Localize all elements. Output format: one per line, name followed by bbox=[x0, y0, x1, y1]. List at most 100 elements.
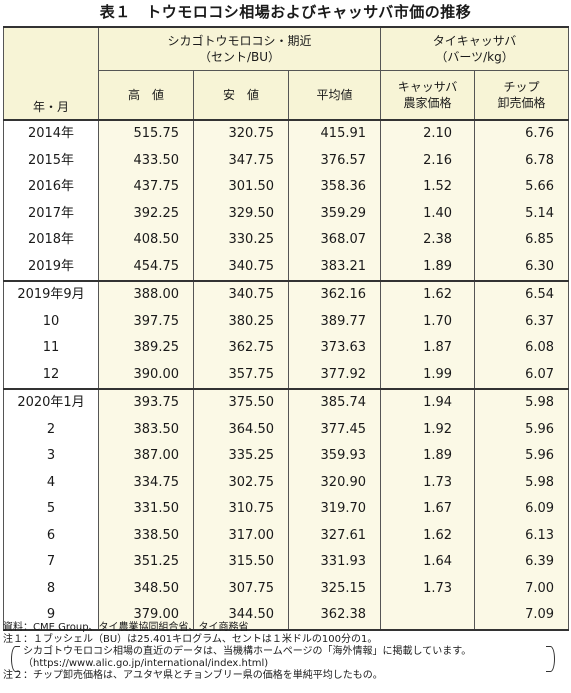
avg-cell: 368.07 bbox=[287, 227, 382, 254]
col-farm-price-header: キャッサバ 農家価格 bbox=[380, 70, 476, 121]
row-label-cell: 5 bbox=[3, 496, 99, 523]
high-cell: 379.00 bbox=[98, 602, 194, 631]
chip-price-cell: 6.54 bbox=[474, 280, 570, 309]
high-cell: 433.50 bbox=[98, 147, 194, 174]
avg-cell: 373.63 bbox=[287, 335, 382, 362]
chip-price-cell: 6.30 bbox=[474, 253, 570, 281]
low-cell: 330.25 bbox=[193, 227, 289, 254]
note-1-paren-line1: シカゴトウモロコシ相場の直近のデータは、当機構ホームページの「海外情報」に掲載し… bbox=[23, 646, 472, 657]
table-row: 2 383.50 364.50 377.45 1.92 5.96 bbox=[3, 416, 570, 443]
high-cell: 334.75 bbox=[98, 469, 194, 496]
high-cell: 383.50 bbox=[98, 416, 194, 443]
row-label-cell: 4 bbox=[3, 469, 99, 496]
farm-price-cell: 1.62 bbox=[380, 280, 476, 309]
high-cell: 390.00 bbox=[98, 361, 194, 389]
note-1-paren-line2: （https://www.alic.go.jp/international/in… bbox=[23, 658, 269, 669]
avg-cell: 362.16 bbox=[287, 280, 382, 309]
high-cell: 454.75 bbox=[98, 253, 194, 281]
chip-price-cell: 6.39 bbox=[474, 549, 570, 576]
table-row: 6 338.50 317.00 327.61 1.62 6.13 bbox=[3, 522, 570, 549]
high-cell: 515.75 bbox=[98, 120, 194, 148]
row-label-cell: 10 bbox=[3, 308, 99, 335]
table-row: 5 331.50 310.75 319.70 1.67 6.09 bbox=[3, 496, 570, 523]
table-row: 2015年 433.50 347.75 376.57 2.16 6.78 bbox=[3, 147, 570, 174]
avg-cell: 377.92 bbox=[287, 361, 382, 389]
high-cell: 392.25 bbox=[98, 200, 194, 227]
avg-cell: 383.21 bbox=[287, 253, 382, 281]
avg-cell: 359.29 bbox=[287, 200, 382, 227]
chip-price-cell: 5.66 bbox=[474, 174, 570, 201]
row-label-cell: 2019年9月 bbox=[3, 280, 99, 309]
avg-cell: 376.57 bbox=[287, 147, 382, 174]
farm-price-cell: 1.62 bbox=[380, 522, 476, 549]
chip-price-cell: 6.08 bbox=[474, 335, 570, 362]
row-label-cell: 12 bbox=[3, 361, 99, 389]
table-row: 2020年1月 393.75 375.50 385.74 1.94 5.98 bbox=[3, 388, 570, 417]
low-cell: 347.75 bbox=[193, 147, 289, 174]
chip-price-cell: 6.85 bbox=[474, 227, 570, 254]
farm-price-cell: 1.64 bbox=[380, 549, 476, 576]
price-table: 年・月 シカゴトウモロコシ・期近 （セント/BU） タイキャッサバ （バーツ/k… bbox=[3, 26, 570, 631]
row-label-cell: 2015年 bbox=[3, 147, 99, 174]
low-cell: 329.50 bbox=[193, 200, 289, 227]
farm-price-cell: 1.87 bbox=[380, 335, 476, 362]
avg-cell: 319.70 bbox=[287, 496, 382, 523]
chip-price-cell: 7.09 bbox=[474, 602, 570, 631]
farm-price-cell: 1.40 bbox=[380, 200, 476, 227]
low-cell: 301.50 bbox=[193, 174, 289, 201]
row-label-cell: 2018年 bbox=[3, 227, 99, 254]
farm-price-cell: 1.73 bbox=[380, 575, 476, 602]
low-cell: 302.75 bbox=[193, 469, 289, 496]
col-high-header: 高 値 bbox=[98, 70, 194, 121]
high-cell: 331.50 bbox=[98, 496, 194, 523]
farm-price-cell: 1.99 bbox=[380, 361, 476, 389]
low-cell: 357.75 bbox=[193, 361, 289, 389]
chip-price-cell: 6.13 bbox=[474, 522, 570, 549]
notes: 資料：CME Group、タイ農業協同組合省、タイ商務省 注１：１ブッシェル（B… bbox=[3, 622, 568, 682]
low-cell: 375.50 bbox=[193, 388, 289, 417]
table-row: 2016年 437.75 301.50 358.36 1.52 5.66 bbox=[3, 174, 570, 201]
farm-price-cell: 1.89 bbox=[380, 253, 476, 281]
high-cell: 348.50 bbox=[98, 575, 194, 602]
high-cell: 408.50 bbox=[98, 227, 194, 254]
low-cell: 317.00 bbox=[193, 522, 289, 549]
row-label-cell: 6 bbox=[3, 522, 99, 549]
high-cell: 437.75 bbox=[98, 174, 194, 201]
avg-cell: 359.93 bbox=[287, 443, 382, 470]
chip-price-cell: 5.96 bbox=[474, 416, 570, 443]
avg-cell: 385.74 bbox=[287, 388, 382, 417]
table-title: 表１ トウモロコシ相場およびキャッサバ市価の推移 bbox=[99, 3, 472, 21]
row-label-cell: 3 bbox=[3, 443, 99, 470]
farm-price-cell: 2.10 bbox=[380, 120, 476, 148]
chip-price-cell: 5.14 bbox=[474, 200, 570, 227]
chip-price-cell: 6.09 bbox=[474, 496, 570, 523]
low-cell: 307.75 bbox=[193, 575, 289, 602]
avg-cell: 377.45 bbox=[287, 416, 382, 443]
farm-price-cell: 2.38 bbox=[380, 227, 476, 254]
low-cell: 310.75 bbox=[193, 496, 289, 523]
avg-cell: 358.36 bbox=[287, 174, 382, 201]
farm-price-cell: 1.73 bbox=[380, 469, 476, 496]
farm-price-cell: 1.89 bbox=[380, 443, 476, 470]
table-row: 9 379.00 344.50 362.38 7.09 bbox=[3, 602, 570, 631]
table-row: 2019年 454.75 340.75 383.21 1.89 6.30 bbox=[3, 253, 570, 281]
table-row: 2018年 408.50 330.25 368.07 2.38 6.85 bbox=[3, 227, 570, 254]
row-label-cell: 2019年 bbox=[3, 253, 99, 281]
table-row: 11 389.25 362.75 373.63 1.87 6.08 bbox=[3, 335, 570, 362]
col-chip-price-header: チップ 卸売価格 bbox=[474, 70, 570, 121]
high-cell: 397.75 bbox=[98, 308, 194, 335]
table-row: 3 387.00 335.25 359.93 1.89 5.96 bbox=[3, 443, 570, 470]
high-cell: 389.25 bbox=[98, 335, 194, 362]
farm-price-cell: 1.70 bbox=[380, 308, 476, 335]
note-1-paren: シカゴトウモロコシ相場の直近のデータは、当機構ホームページの「海外情報」に掲載し… bbox=[11, 646, 555, 672]
table-row: 8 348.50 307.75 325.15 1.73 7.00 bbox=[3, 575, 570, 602]
table-row: 2019年9月 388.00 340.75 362.16 1.62 6.54 bbox=[3, 280, 570, 309]
source-note: 資料：CME Group、タイ農業協同組合省、タイ商務省 bbox=[3, 622, 249, 633]
chip-price-cell: 6.78 bbox=[474, 147, 570, 174]
chip-price-cell: 5.96 bbox=[474, 443, 570, 470]
farm-price-cell: 1.92 bbox=[380, 416, 476, 443]
chip-price-cell: 6.76 bbox=[474, 120, 570, 148]
high-cell: 387.00 bbox=[98, 443, 194, 470]
high-cell: 393.75 bbox=[98, 388, 194, 417]
low-cell: 364.50 bbox=[193, 416, 289, 443]
